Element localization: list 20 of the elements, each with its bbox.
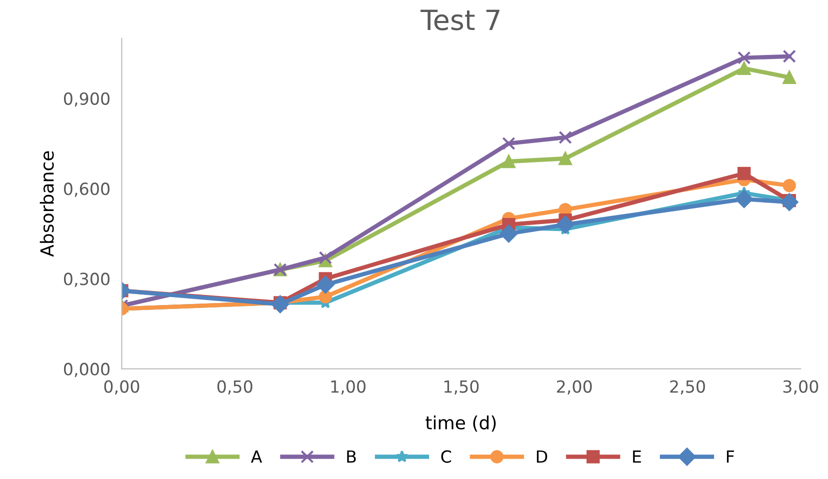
y-tick-label: 0,000 bbox=[64, 362, 110, 378]
y-tick-label: 0,900 bbox=[64, 92, 110, 107]
x-tick-label: 2,50 bbox=[670, 380, 705, 395]
legend-label: B bbox=[347, 450, 356, 463]
legend-label: A bbox=[250, 450, 262, 463]
x-tick-label: 0,50 bbox=[217, 380, 252, 395]
y-tick-label: 0,300 bbox=[64, 272, 110, 287]
x-tick-label: 3,00 bbox=[783, 380, 818, 395]
x-tick-label: 1,00 bbox=[331, 380, 366, 395]
x-tick-label: 1,50 bbox=[444, 380, 479, 395]
legend-label: D bbox=[536, 450, 548, 463]
chart-title: Test 7 bbox=[420, 10, 500, 30]
x-axis-title: time (d) bbox=[426, 416, 496, 432]
y-axis-title: Absorbance bbox=[40, 151, 54, 257]
legend-label: C bbox=[441, 450, 452, 463]
y-tick-label: 0,600 bbox=[64, 182, 110, 197]
x-tick-label: 0,00 bbox=[104, 380, 140, 395]
legend-label: F bbox=[726, 450, 734, 463]
legend-label: E bbox=[633, 450, 641, 463]
x-tick-label: 2,00 bbox=[557, 380, 592, 395]
